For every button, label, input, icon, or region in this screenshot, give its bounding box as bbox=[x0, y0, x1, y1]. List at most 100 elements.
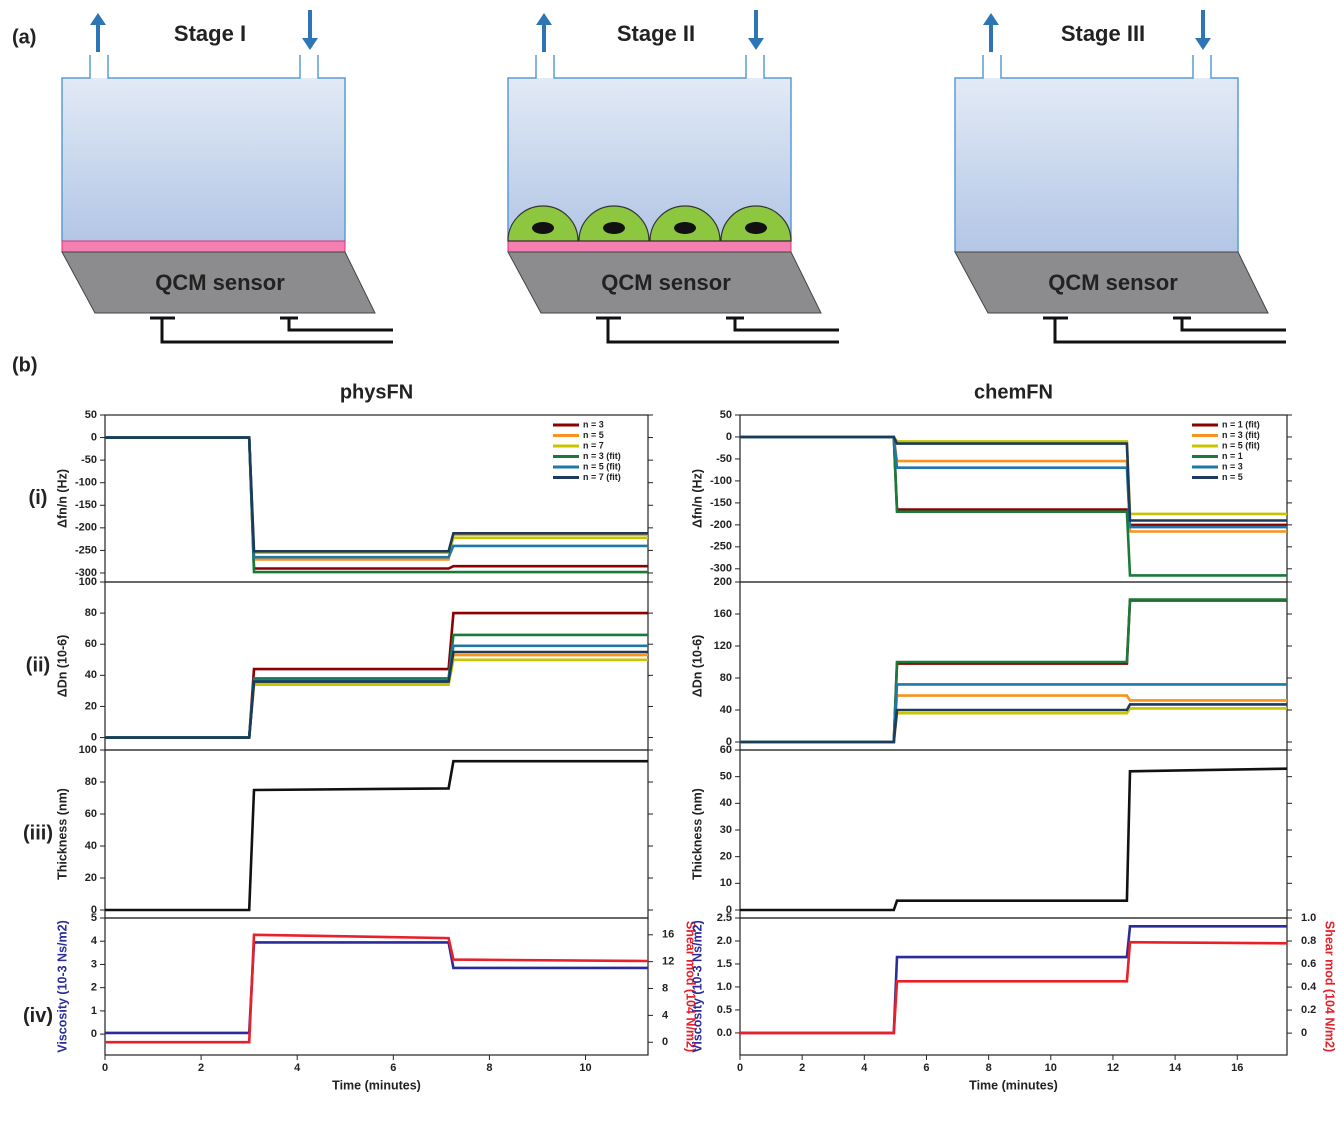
nucleus bbox=[745, 222, 767, 234]
y-axis-label: ΔDn (10-6) bbox=[55, 635, 69, 697]
series-line bbox=[105, 660, 648, 738]
x-tick-label: 16 bbox=[1231, 1062, 1243, 1074]
x-axis-label: Time (minutes) bbox=[332, 1078, 421, 1092]
x-axis-label: Time (minutes) bbox=[969, 1078, 1058, 1092]
panel-label: (b) bbox=[12, 354, 38, 376]
series-line bbox=[740, 437, 1287, 532]
x-tick-label: 4 bbox=[861, 1062, 868, 1074]
y-tick-label: -250 bbox=[75, 544, 97, 556]
plot-frame bbox=[105, 750, 648, 918]
series-line bbox=[740, 600, 1287, 742]
x-tick-label: 10 bbox=[1045, 1062, 1057, 1074]
electrode-wire bbox=[150, 318, 393, 342]
y-tick-label: 10 bbox=[720, 877, 732, 889]
x-tick-label: 6 bbox=[923, 1062, 929, 1074]
panel-label: (a) bbox=[12, 26, 36, 48]
chart-title: physFN bbox=[340, 381, 413, 403]
y-tick-label: 40 bbox=[720, 704, 732, 716]
series-line bbox=[105, 438, 648, 552]
y-tick-label: 100 bbox=[79, 576, 97, 588]
sensor-label: QCM sensor bbox=[1048, 270, 1178, 295]
chart-title: chemFN bbox=[974, 381, 1053, 403]
legend-label: n = 3 (fit) bbox=[583, 451, 621, 461]
y2-tick-label: 0.2 bbox=[1301, 1004, 1316, 1016]
series-line bbox=[105, 652, 648, 738]
stage-title: Stage III bbox=[1061, 21, 1145, 46]
y-tick-label: 0 bbox=[91, 431, 97, 443]
y2-tick-label: 1.0 bbox=[1301, 912, 1316, 924]
series-line bbox=[740, 708, 1287, 742]
y2-tick-label: 0.6 bbox=[1301, 958, 1316, 970]
nucleus bbox=[674, 222, 696, 234]
y-tick-label: 80 bbox=[720, 672, 732, 684]
y-tick-label: -100 bbox=[710, 475, 732, 487]
y-tick-label: -250 bbox=[710, 541, 732, 553]
row-label: (i) bbox=[29, 487, 48, 509]
y-tick-label: 1 bbox=[91, 1005, 97, 1017]
protein-layer bbox=[508, 241, 791, 252]
y2-tick-label: 0.4 bbox=[1301, 981, 1317, 993]
arrow-head bbox=[302, 38, 318, 50]
plot-frame bbox=[740, 582, 1287, 750]
nucleus bbox=[603, 222, 625, 234]
row-label: (ii) bbox=[26, 654, 50, 676]
series-line bbox=[105, 761, 648, 910]
y2-tick-label: 8 bbox=[662, 982, 668, 994]
electrode-wire bbox=[1043, 318, 1286, 342]
y-tick-label: 0.5 bbox=[717, 1004, 732, 1016]
row-label: (iv) bbox=[23, 1005, 53, 1027]
stage: QCM sensorStage II bbox=[508, 10, 839, 342]
y-axis-label: Thickness (nm) bbox=[55, 788, 69, 880]
x-tick-label: 8 bbox=[986, 1062, 992, 1074]
arrow-head bbox=[748, 38, 764, 50]
y-tick-label: -300 bbox=[710, 563, 732, 575]
plot-frame bbox=[740, 918, 1287, 1055]
y-tick-label: 30 bbox=[720, 824, 732, 836]
y-tick-label: 20 bbox=[85, 872, 97, 884]
arrow-head bbox=[536, 13, 552, 25]
y2-tick-label: 0 bbox=[662, 1036, 668, 1048]
y-tick-label: 0.0 bbox=[717, 1027, 732, 1039]
y-tick-label: 60 bbox=[85, 638, 97, 650]
arrow-head bbox=[983, 13, 999, 25]
legend-label: n = 5 (fit) bbox=[1222, 440, 1260, 450]
series-line bbox=[105, 655, 648, 738]
legend-label: n = 3 bbox=[1222, 461, 1243, 471]
y-tick-label: 20 bbox=[85, 700, 97, 712]
y-axis-label: Viscosity (10-3 Ns/m2) bbox=[55, 920, 69, 1052]
y-axis-label: Δfn/n (Hz) bbox=[55, 469, 69, 528]
nucleus bbox=[532, 222, 554, 234]
y-tick-label: 2 bbox=[91, 982, 97, 994]
y-tick-label: 5 bbox=[91, 912, 97, 924]
y2-tick-label: 0.8 bbox=[1301, 935, 1316, 947]
y2-axis-label: Shear mod (104 N/m2) bbox=[1323, 921, 1336, 1052]
stage-title: Stage II bbox=[617, 21, 695, 46]
legend-label: n = 5 bbox=[583, 430, 604, 440]
y-tick-label: 120 bbox=[714, 640, 732, 652]
electrode-wire bbox=[596, 318, 839, 342]
legend-label: n = 1 (fit) bbox=[1222, 419, 1260, 429]
x-tick-label: 4 bbox=[294, 1062, 301, 1074]
series-line bbox=[105, 942, 648, 1033]
series-line bbox=[740, 704, 1287, 742]
y-tick-label: 1.0 bbox=[717, 981, 732, 993]
plot-frame bbox=[105, 918, 648, 1055]
y-axis-label: Δfn/n (Hz) bbox=[690, 469, 704, 528]
y-tick-label: 3 bbox=[91, 958, 97, 970]
x-tick-label: 12 bbox=[1107, 1062, 1119, 1074]
x-tick-label: 6 bbox=[390, 1062, 396, 1074]
flow-chamber bbox=[955, 78, 1238, 252]
y-tick-label: 50 bbox=[720, 409, 732, 421]
y-tick-label: -200 bbox=[710, 519, 732, 531]
legend-label: n = 7 (fit) bbox=[583, 472, 621, 482]
y-tick-label: -200 bbox=[75, 522, 97, 534]
figure: (a) (b) QCM sensorStage IQCM sensorStage… bbox=[0, 0, 1336, 1123]
y-tick-label: -50 bbox=[716, 453, 732, 465]
plot-frame bbox=[740, 750, 1287, 918]
y-axis-label: Viscosity (10-3 Ns/m2) bbox=[690, 920, 704, 1052]
series-line bbox=[740, 600, 1287, 742]
legend-label: n = 3 (fit) bbox=[1222, 430, 1260, 440]
stage: QCM sensor Stage III bbox=[955, 10, 1286, 342]
